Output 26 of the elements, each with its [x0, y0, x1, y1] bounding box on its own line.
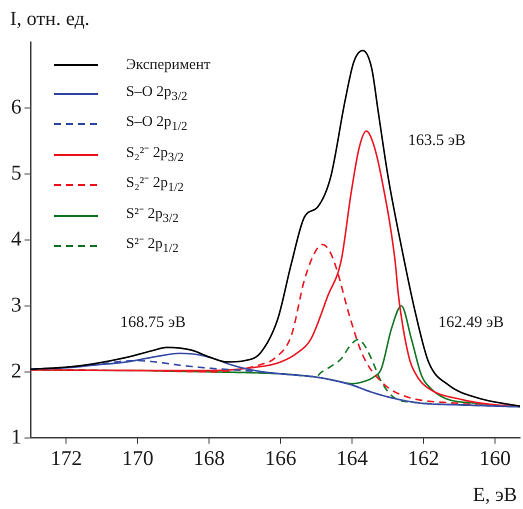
legend-label: S₂²⁻ 2p$_{1/2}$ — [126, 174, 184, 196]
x-tick-label: 166 — [264, 446, 296, 470]
legend-label: S₂²⁻ 2p$_{3/2}$ — [126, 144, 184, 166]
line-series — [30, 50, 520, 407]
legend-label: S–O 2p$_{1/2}$ — [126, 113, 188, 135]
y-tick-label: 2 — [11, 358, 22, 382]
y-tick-label: 1 — [11, 424, 22, 448]
y-tick-label: 3 — [11, 292, 22, 316]
legend-label: Эксперимент — [126, 56, 210, 75]
x-tick-label: 168 — [193, 446, 225, 470]
x-tick-label: 160 — [479, 446, 511, 470]
annotation: 168.75 эВ — [120, 314, 186, 332]
x-tick-label: 170 — [122, 446, 154, 470]
legend-label: S²⁻ 2p$_{3/2}$ — [126, 204, 179, 226]
x-axis-title: E, эВ — [472, 484, 517, 507]
legend-label: S–O 2p$_{3/2}$ — [126, 82, 188, 104]
legend-label: S²⁻ 2p$_{1/2}$ — [126, 235, 179, 257]
y-axis-title: I, отн. ед. — [10, 8, 90, 31]
annotation: 162.49 эВ — [438, 314, 504, 332]
x-tick-label: 164 — [336, 446, 368, 470]
x-tick-label: 172 — [50, 446, 82, 470]
x-tick-label: 162 — [408, 446, 440, 470]
annotation: 163.5 эВ — [408, 132, 466, 150]
y-tick-label: 4 — [11, 226, 22, 250]
y-tick-label: 6 — [11, 94, 22, 118]
y-tick-label: 5 — [11, 160, 22, 184]
